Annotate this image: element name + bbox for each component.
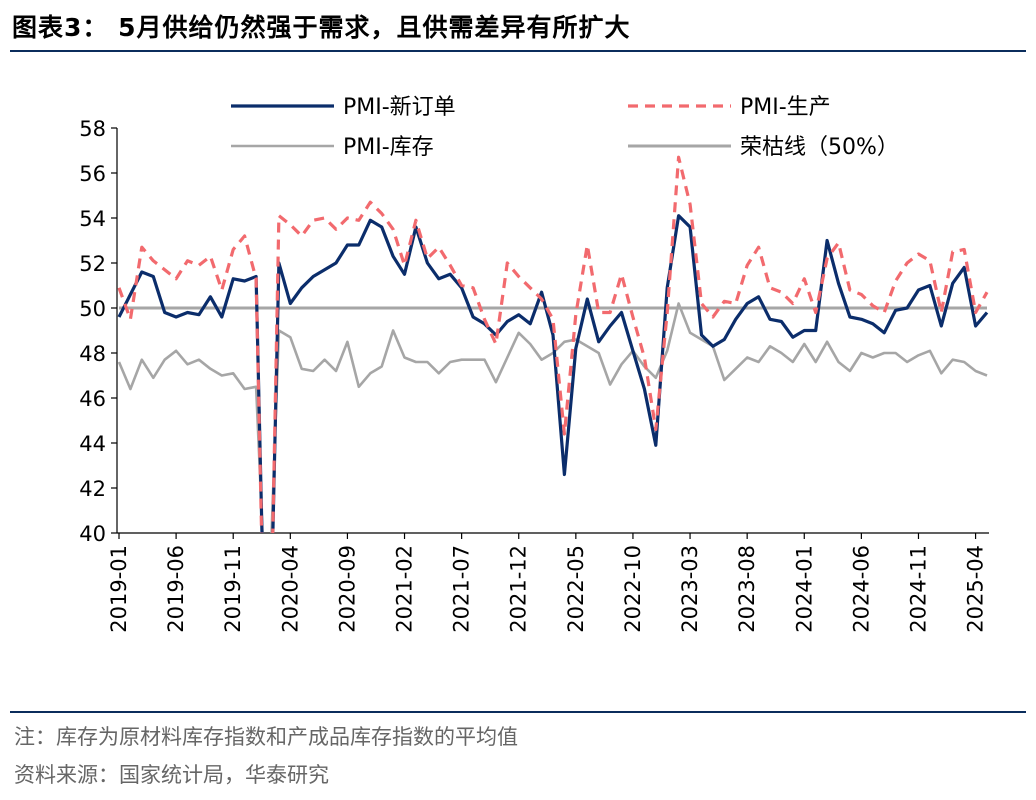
x-tick-label: 2022-10 [621, 545, 645, 633]
y-tick-label: 56 [79, 162, 106, 186]
x-tick-label: 2022-05 [564, 545, 588, 633]
footer-divider [10, 711, 1026, 713]
legend-item-new-orders: PMI-新订单 [231, 95, 456, 120]
x-tick-label: 2020-09 [335, 545, 359, 633]
y-tick-label: 58 [79, 117, 106, 141]
legend-label: PMI-新订单 [343, 95, 456, 120]
x-tick-label: 2020-04 [278, 545, 302, 633]
series-group [117, 155, 989, 533]
x-tick-label: 2021-12 [507, 545, 531, 633]
x-tick-label: 2023-03 [678, 545, 702, 633]
y-tick-label: 42 [79, 477, 106, 501]
y-tick-label: 46 [79, 387, 106, 411]
source-note: 资料来源：国家统计局，华泰研究 [14, 763, 329, 787]
x-tick-label: 2019-11 [221, 545, 245, 633]
title-divider [10, 50, 1026, 52]
series-line-new-orders [117, 214, 989, 533]
y-tick-label: 40 [79, 522, 106, 546]
axes: 40 42 44 46 48 50 52 54 56 58 2019-01 2019-06 2019-1… [79, 117, 989, 633]
chart-title: 图表3： 5月供给仍然强于需求，且供需差异有所扩大 [12, 13, 631, 42]
legend-label: PMI-库存 [343, 135, 434, 160]
line-chart: 40 42 44 46 48 50 52 54 56 58 2019-01 2019-06 2019-1… [79, 95, 989, 633]
x-tick-label: 2019-06 [164, 545, 188, 633]
legend-item-production: PMI-生产 [628, 95, 831, 120]
x-tick-label: 2019-01 [107, 545, 131, 633]
legend-label: PMI-生产 [740, 95, 831, 120]
x-tick-label: 2024-06 [849, 545, 873, 633]
x-tick-label: 2021-02 [393, 545, 417, 633]
y-tick-label: 48 [79, 342, 106, 366]
x-tick-label: 2021-07 [450, 545, 474, 633]
x-tick-label: 2024-11 [906, 545, 930, 633]
x-tick-label: 2024-01 [792, 545, 816, 633]
x-tick-label: 2023-08 [735, 545, 759, 633]
legend-item-inventory: PMI-库存 [231, 135, 434, 160]
y-tick-label: 52 [79, 252, 106, 276]
y-tick-label: 44 [79, 432, 106, 456]
legend-item-boom-bust: 荣枯线（50%） [628, 135, 899, 160]
legend: PMI-新订单 PMI-生产 PMI-库存 荣枯线（50%） [231, 95, 899, 160]
y-tick-label: 54 [79, 207, 106, 231]
legend-label: 荣枯线（50%） [740, 135, 899, 160]
y-tick-label: 50 [79, 297, 106, 321]
footnote: 注：库存为原材料库存指数和产成品库存指数的平均值 [14, 725, 518, 749]
x-tick-label: 2025-04 [964, 545, 988, 633]
